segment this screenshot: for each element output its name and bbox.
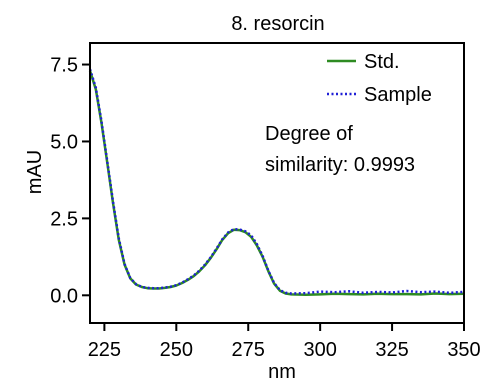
ticks-layer: 225 250 275 300 325 350 0.0 2.5 5.0 7.5 [50,55,481,361]
x-tick-label: 325 [375,339,408,361]
chart-title: 8. resorcin [231,13,324,35]
x-tick-label: 250 [160,339,193,361]
plot-frame [89,42,465,324]
series-layer [88,68,465,296]
x-axis-label: nm [268,361,296,381]
x-tick-label: 350 [447,339,480,361]
y-axis-label: mAU [24,150,46,194]
similarity-annotation: Degree of similarity: 0.9993 [265,123,415,176]
annotation-line-1: Degree of [265,123,353,145]
y-tick-label: 2.5 [50,208,78,230]
y-tick-label: 7.5 [50,55,78,77]
x-tick-label: 300 [303,339,336,361]
legend-label-sample: Sample [364,84,432,106]
x-tick-label: 275 [232,339,265,361]
legend: Std. Sample [327,51,432,106]
legend-label-std: Std. [364,51,400,73]
series-line-sample [88,68,465,295]
y-tick-label: 5.0 [50,131,78,153]
annotation-line-2: similarity: 0.9993 [265,154,415,176]
y-tick-label: 0.0 [50,285,78,307]
x-tick-label: 225 [88,339,121,361]
